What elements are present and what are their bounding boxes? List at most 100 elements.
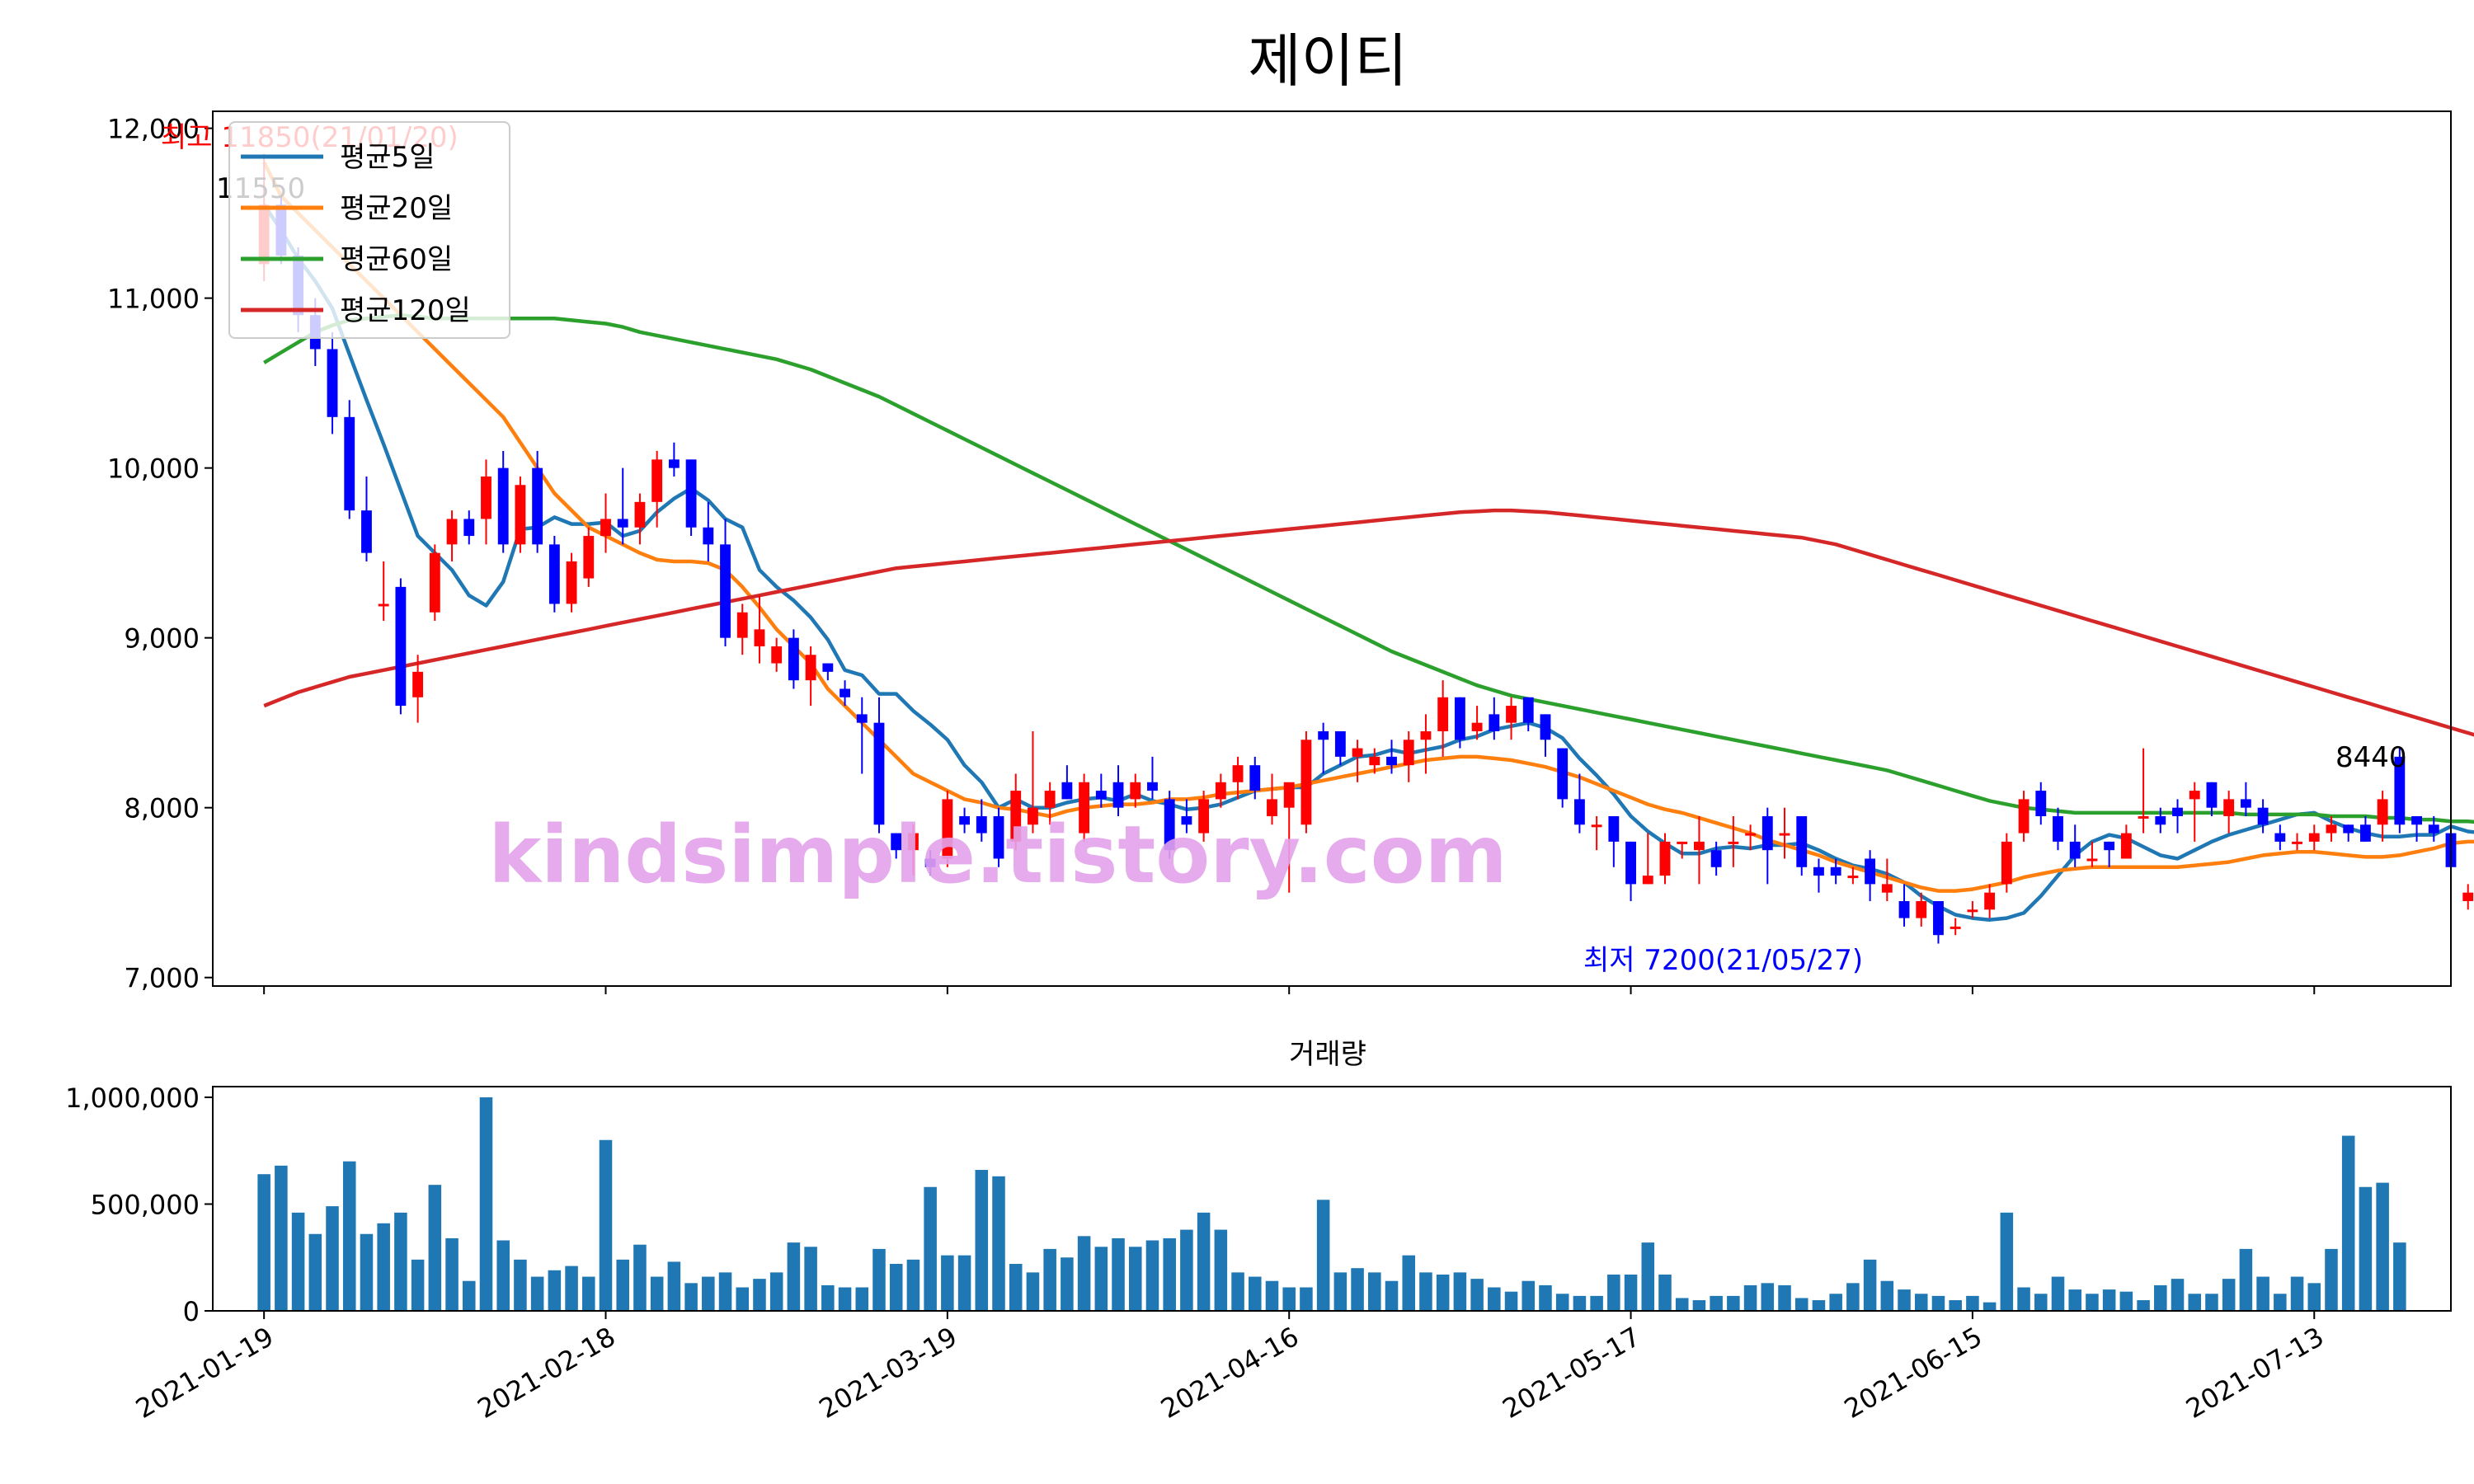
volume-bar — [308, 1233, 322, 1311]
candle-body — [1916, 900, 1927, 918]
volume-bar — [1470, 1279, 1484, 1311]
candle — [1079, 773, 1090, 842]
candle-body — [1437, 697, 1449, 731]
candle-body — [583, 536, 595, 579]
price-y-tick-label: 9,000 — [124, 623, 200, 655]
candle — [395, 578, 407, 715]
ma-line — [263, 508, 2474, 737]
candle-body — [1420, 730, 1432, 740]
candle — [1813, 858, 1824, 893]
candle — [1506, 697, 1517, 740]
candle — [1489, 697, 1500, 740]
candle — [805, 646, 816, 707]
candle — [532, 451, 543, 553]
candle — [924, 850, 936, 876]
price-y-tick-label: 8,000 — [124, 793, 200, 824]
volume-title: 거래량 — [1289, 1038, 1366, 1071]
candle-body — [1625, 841, 1636, 885]
candle — [2257, 799, 2269, 834]
candle — [1454, 697, 1465, 749]
candle — [634, 493, 646, 545]
candle — [651, 451, 663, 528]
candle — [1267, 773, 1277, 825]
volume-bar — [667, 1261, 681, 1311]
candle — [1010, 773, 1022, 851]
candle-body — [1215, 782, 1226, 800]
candle-body — [2155, 815, 2166, 825]
volume-bar — [1249, 1276, 1262, 1311]
candle — [2069, 824, 2081, 867]
candle-body — [840, 688, 850, 697]
candle-body — [361, 510, 372, 553]
volume-bar — [2086, 1294, 2099, 1311]
candle-body — [1369, 756, 1380, 766]
candle — [1044, 782, 1056, 825]
volume-bar — [2256, 1276, 2269, 1311]
candle-body — [2292, 841, 2302, 844]
volume-bar — [2307, 1283, 2321, 1311]
candle-body — [754, 629, 765, 646]
candle — [1540, 714, 1551, 757]
candle — [1249, 756, 1261, 800]
volume-bar — [479, 1097, 493, 1311]
volume-bar — [582, 1276, 595, 1311]
candle-body — [703, 527, 714, 545]
volume-bar — [2171, 1279, 2185, 1311]
candle — [1796, 815, 1808, 876]
candle-body — [481, 476, 492, 519]
candle-body — [2257, 807, 2269, 825]
candle-body — [446, 519, 458, 545]
volume-bar — [1624, 1274, 1638, 1311]
volume-bar — [2051, 1276, 2065, 1311]
candle-body — [1950, 926, 1961, 929]
volume-bar — [377, 1223, 390, 1311]
candle-body — [2377, 799, 2388, 825]
candle-body — [1403, 740, 1414, 766]
candle — [1933, 900, 1944, 944]
volume-bar — [1094, 1247, 1108, 1311]
candle — [1865, 850, 1876, 901]
volume-y-tick-label: 0 — [183, 1296, 200, 1327]
price-x-ticks — [263, 986, 2316, 994]
candle — [2172, 799, 2183, 834]
volume-bar — [821, 1284, 835, 1311]
volume-bar — [1539, 1284, 1552, 1311]
date-tick-label: 2021-03-19 — [814, 1321, 962, 1425]
volume-bar — [1488, 1287, 1501, 1311]
candle — [1608, 815, 1620, 867]
volume-bar — [1043, 1248, 1056, 1311]
volume-bar — [1743, 1284, 1757, 1311]
candle-body — [1010, 791, 1022, 842]
candle-body — [651, 459, 663, 502]
candle — [361, 476, 372, 561]
volume-bar — [291, 1212, 305, 1311]
volume-panel: 거래량 0 500,000 1,000,000 2021-01-19 2021-02-… — [65, 1038, 2452, 1425]
candle — [720, 519, 731, 646]
candle — [685, 459, 697, 537]
volume-bar — [1727, 1295, 1740, 1311]
volume-bar — [1846, 1283, 1860, 1311]
candle-body — [1471, 722, 1483, 731]
candle-body — [822, 663, 834, 672]
candle-body — [1198, 799, 1210, 834]
candle-body — [1181, 815, 1192, 825]
volume-bar — [1949, 1300, 1962, 1311]
volume-bar — [1282, 1287, 1296, 1311]
candle-body — [429, 552, 440, 613]
date-tick-label: 2021-06-15 — [1839, 1321, 1987, 1425]
volume-bar — [1145, 1240, 1159, 1311]
candle — [822, 663, 834, 681]
candle-body — [1249, 765, 1261, 791]
candle-body — [532, 467, 543, 545]
volume-bar — [769, 1272, 783, 1311]
volume-x-axis: 2021-01-19 2021-02-18 2021-03-19 2021-04-16… — [130, 1311, 2329, 1425]
volume-bar — [684, 1283, 698, 1311]
candle-body — [2428, 824, 2439, 834]
candle — [1164, 791, 1175, 859]
candle — [1710, 841, 1722, 876]
candle-body — [1677, 841, 1688, 844]
candle — [1386, 740, 1397, 774]
volume-bar — [2341, 1135, 2355, 1311]
candle-body — [1847, 876, 1859, 879]
volume-bar — [1436, 1274, 1450, 1311]
